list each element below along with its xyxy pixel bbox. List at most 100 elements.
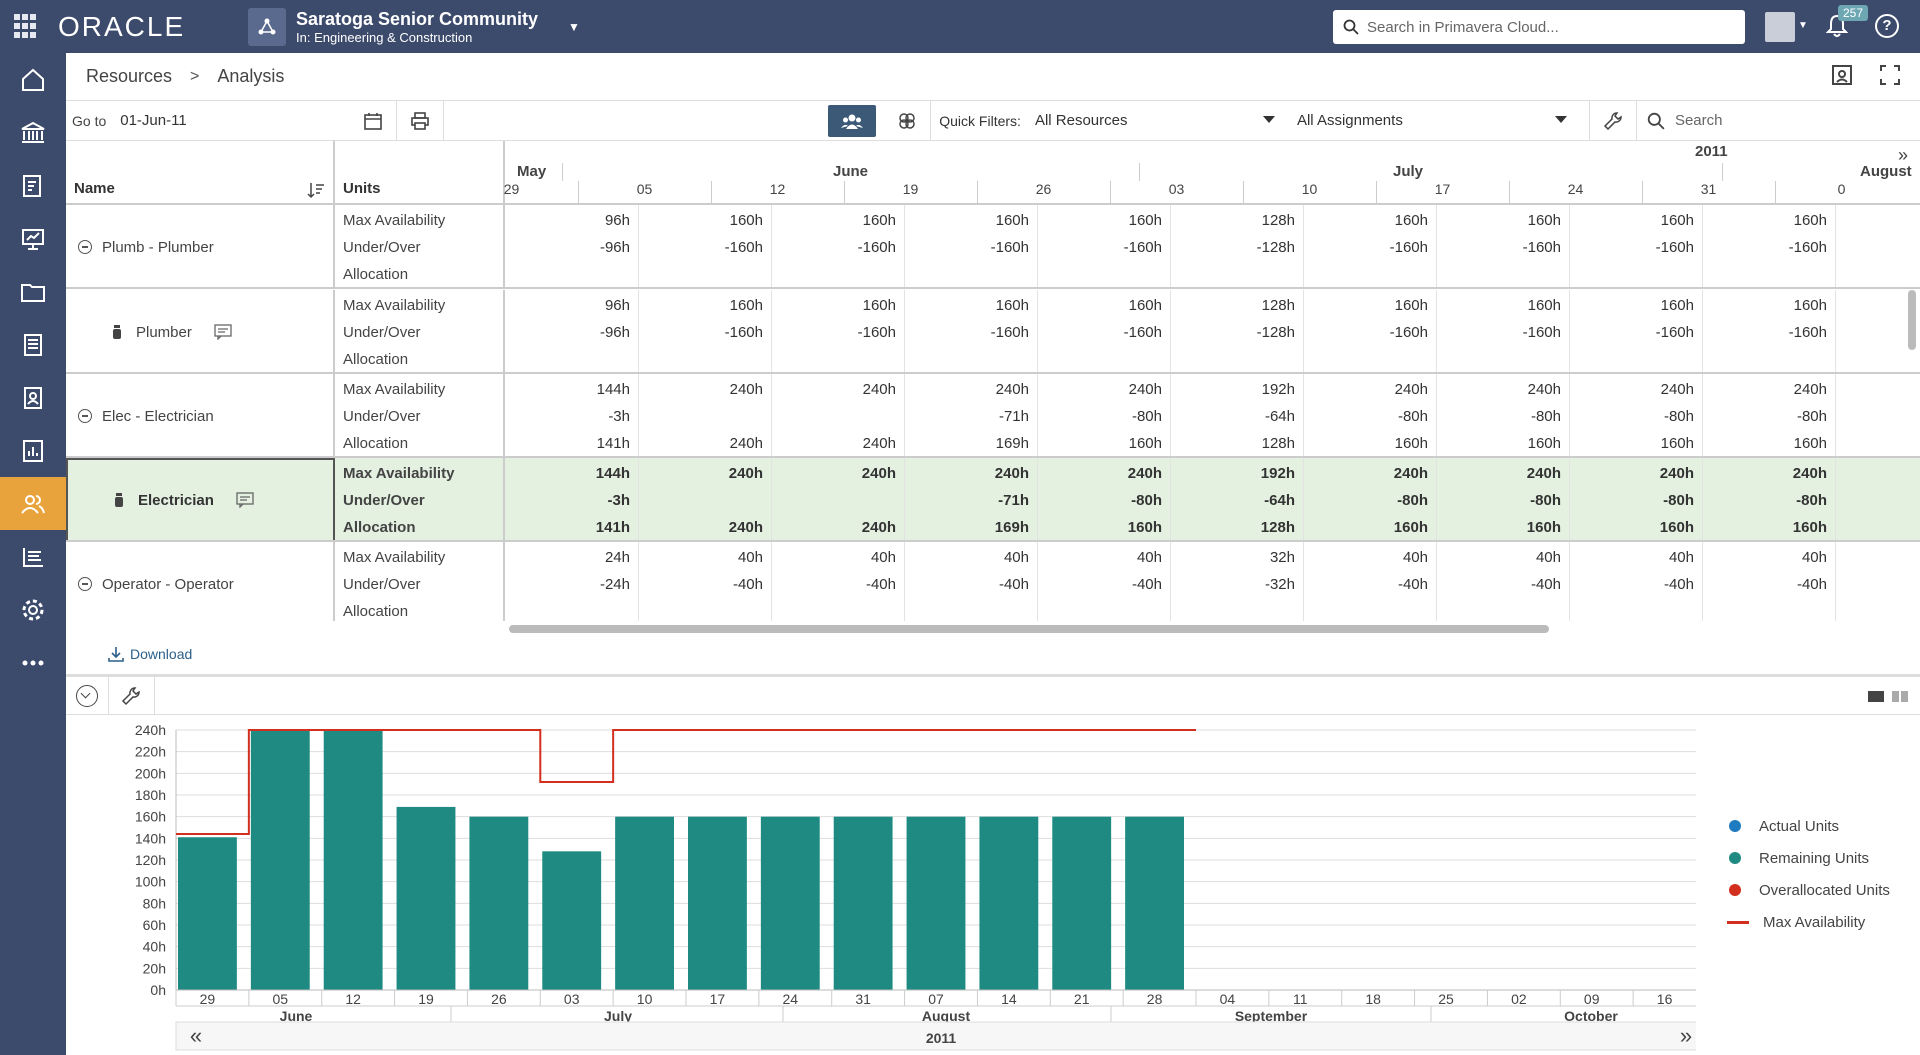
- value-cell[interactable]: -3h: [607, 492, 631, 509]
- value-cell[interactable]: 40h: [1668, 549, 1694, 566]
- sidebar-item-portfolio[interactable]: [0, 106, 66, 159]
- value-cell[interactable]: 160h: [862, 297, 896, 314]
- wrench-icon[interactable]: [121, 686, 141, 706]
- value-cell[interactable]: -160h: [724, 324, 763, 341]
- value-cell[interactable]: 240h: [1660, 381, 1694, 398]
- sidebar-item-list[interactable]: [0, 530, 66, 583]
- breadcrumb-resources[interactable]: Resources: [86, 66, 173, 86]
- value-cell[interactable]: 240h: [862, 381, 896, 398]
- value-cell[interactable]: -40h: [1131, 576, 1162, 593]
- value-cell[interactable]: 240h: [729, 435, 763, 452]
- value-cell[interactable]: 160h: [1128, 212, 1162, 229]
- value-cell[interactable]: 192h: [1261, 381, 1295, 398]
- bar-remaining-units[interactable]: [323, 730, 383, 990]
- value-cell[interactable]: -160h: [1522, 324, 1561, 341]
- timeline-scroller[interactable]: [175, 1021, 1696, 1051]
- value-cell[interactable]: 96h: [604, 297, 630, 314]
- value-cell[interactable]: 160h: [1394, 212, 1428, 229]
- value-cell[interactable]: 240h: [1128, 381, 1162, 398]
- value-cell[interactable]: 40h: [1535, 549, 1561, 566]
- grid-search-input[interactable]: Search: [1647, 112, 1722, 130]
- value-cell[interactable]: 40h: [870, 549, 896, 566]
- value-cell[interactable]: 40h: [1003, 549, 1029, 566]
- sidebar-item-contacts[interactable]: [0, 371, 66, 424]
- sidebar-item-resources[interactable]: [0, 477, 66, 530]
- bar-remaining-units[interactable]: [906, 816, 966, 990]
- value-cell[interactable]: -40h: [1796, 576, 1827, 593]
- value-cell[interactable]: 160h: [1660, 435, 1694, 452]
- value-cell[interactable]: 240h: [862, 435, 896, 452]
- value-cell[interactable]: 160h: [1394, 435, 1428, 452]
- quick-filter-select[interactable]: All Resources: [1035, 112, 1275, 129]
- collapse-chart-icon[interactable]: [76, 685, 98, 707]
- value-cell[interactable]: 141h: [595, 519, 630, 536]
- sidebar-item-documents[interactable]: [0, 318, 66, 371]
- bar-remaining-units[interactable]: [178, 837, 237, 990]
- chevron-down-icon[interactable]: ▼: [568, 20, 580, 34]
- value-cell[interactable]: 160h: [729, 297, 763, 314]
- sidebar-item-files[interactable]: [0, 265, 66, 318]
- value-cell[interactable]: 160h: [1793, 212, 1827, 229]
- bar-remaining-units[interactable]: [833, 816, 893, 990]
- row-name-cell[interactable]: Plumb - Plumber: [66, 205, 335, 289]
- value-cell[interactable]: 160h: [1660, 212, 1694, 229]
- value-cell[interactable]: 160h: [1793, 435, 1827, 452]
- collapse-icon[interactable]: [78, 577, 92, 591]
- row-name-cell[interactable]: Elec - Electrician: [66, 374, 335, 458]
- collapse-icon[interactable]: [78, 240, 92, 254]
- value-cell[interactable]: -160h: [1522, 239, 1561, 256]
- value-cell[interactable]: 240h: [1659, 465, 1694, 482]
- calendar-icon[interactable]: [350, 101, 396, 141]
- screenshot-icon[interactable]: [1830, 63, 1854, 87]
- value-cell[interactable]: 240h: [1526, 465, 1561, 482]
- scroll-left-icon[interactable]: «: [190, 1023, 202, 1048]
- value-cell[interactable]: 240h: [1527, 381, 1561, 398]
- download-button[interactable]: Download: [108, 646, 192, 662]
- value-cell[interactable]: 169h: [995, 435, 1029, 452]
- bar-remaining-units[interactable]: [1125, 816, 1184, 990]
- value-cell[interactable]: -40h: [865, 576, 896, 593]
- row-name-cell[interactable]: Operator - Operator: [66, 542, 335, 621]
- value-cell[interactable]: -80h: [1663, 408, 1694, 425]
- notes-icon[interactable]: [214, 324, 232, 340]
- scroll-right-icon[interactable]: »: [1680, 1023, 1692, 1048]
- vertical-scrollbar[interactable]: [1908, 290, 1916, 350]
- value-cell[interactable]: -40h: [1663, 576, 1694, 593]
- value-cell[interactable]: 160h: [1527, 212, 1561, 229]
- role-view-toggle[interactable]: [884, 101, 930, 141]
- value-cell[interactable]: -80h: [1397, 492, 1428, 509]
- value-cell[interactable]: -80h: [1796, 492, 1827, 509]
- value-cell[interactable]: -32h: [1264, 576, 1295, 593]
- value-cell[interactable]: 40h: [1801, 549, 1827, 566]
- role-row-group[interactable]: Elec - Electrician Max Availability 144h 24…: [66, 374, 1920, 458]
- value-cell[interactable]: -80h: [1397, 408, 1428, 425]
- value-cell[interactable]: -160h: [990, 324, 1029, 341]
- value-cell[interactable]: 160h: [862, 212, 896, 229]
- collapse-icon[interactable]: [78, 409, 92, 423]
- value-cell[interactable]: -96h: [599, 239, 630, 256]
- value-cell[interactable]: -128h: [1256, 239, 1295, 256]
- layout-toggle-icon[interactable]: [1868, 689, 1910, 703]
- value-cell[interactable]: 24h: [604, 549, 630, 566]
- sidebar-item-settings[interactable]: [0, 583, 66, 636]
- role-row-group[interactable]: Plumb - Plumber Max Availability 96h 160h 16…: [66, 205, 1920, 289]
- value-cell[interactable]: 96h: [604, 212, 630, 229]
- bar-remaining-units[interactable]: [542, 851, 602, 990]
- legend-item-actual[interactable]: Actual Units: [1727, 810, 1890, 842]
- bar-remaining-units[interactable]: [250, 730, 310, 990]
- value-cell[interactable]: 240h: [1127, 465, 1162, 482]
- value-cell[interactable]: -160h: [857, 239, 896, 256]
- wrench-icon[interactable]: [1590, 101, 1636, 141]
- value-cell[interactable]: -3h: [608, 408, 630, 425]
- user-avatar[interactable]: [1765, 12, 1795, 42]
- value-cell[interactable]: 40h: [737, 549, 763, 566]
- value-cell[interactable]: -80h: [1796, 408, 1827, 425]
- value-cell[interactable]: -160h: [1655, 324, 1694, 341]
- sidebar-item-home[interactable]: [0, 53, 66, 106]
- value-cell[interactable]: 128h: [1261, 212, 1295, 229]
- bar-remaining-units[interactable]: [469, 816, 529, 990]
- value-cell[interactable]: 160h: [1527, 435, 1561, 452]
- value-cell[interactable]: 192h: [1260, 465, 1295, 482]
- value-cell[interactable]: 32h: [1269, 549, 1295, 566]
- sidebar-item-more[interactable]: [0, 636, 66, 689]
